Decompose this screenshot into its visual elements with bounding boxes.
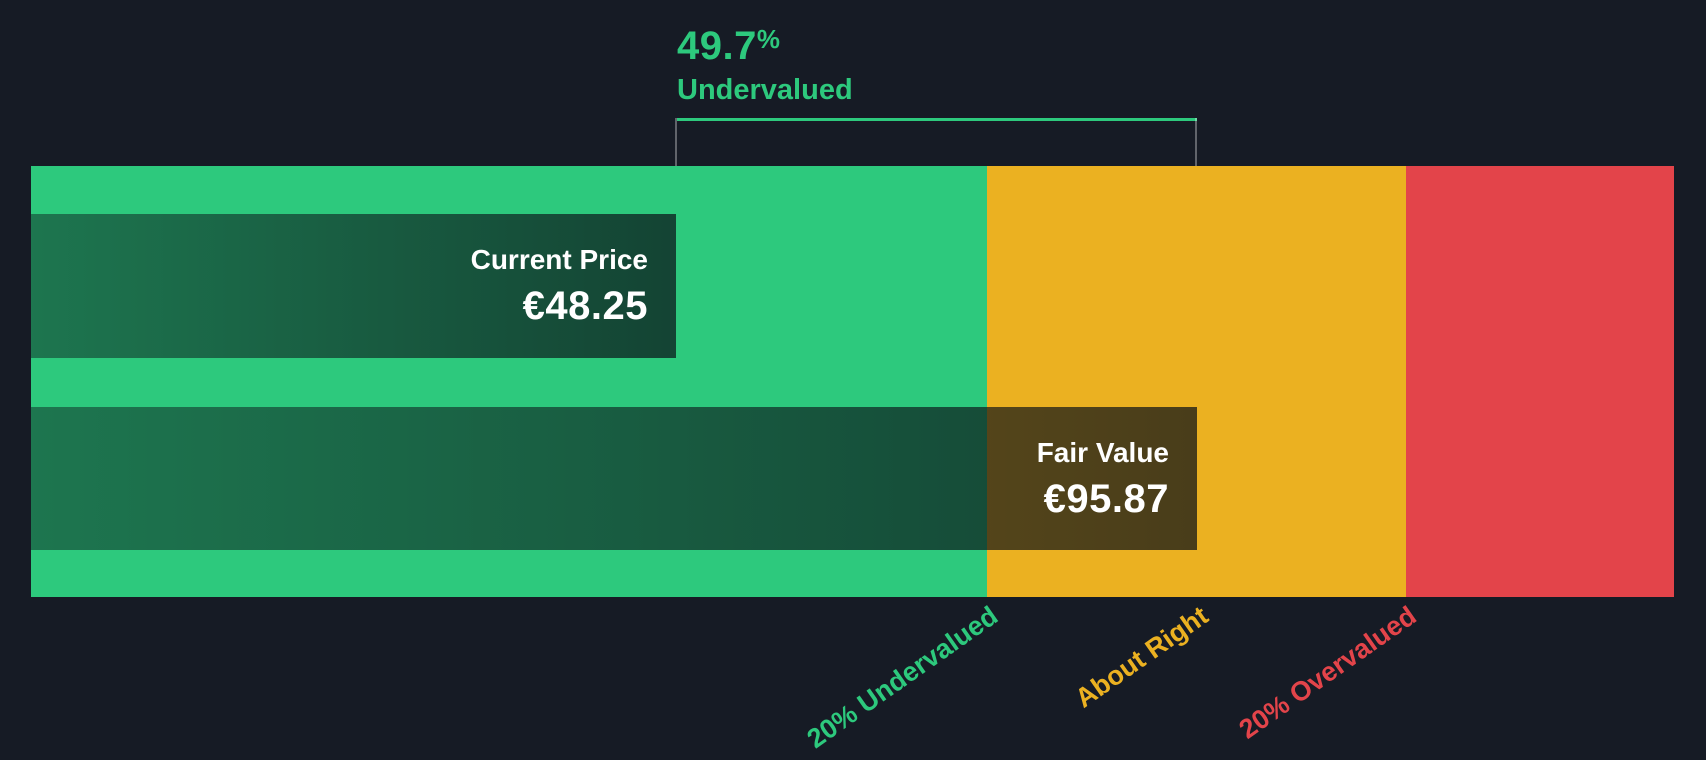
discount-percentage: 49.7% (677, 26, 853, 66)
axis-label-about-right: About Right (1069, 600, 1214, 714)
current-price-label: Current Price (470, 244, 648, 275)
percent-sign: % (756, 24, 781, 54)
current-price-bar: Current Price €48.25 (31, 214, 676, 358)
fair-value-bar: Fair Value €95.87 (31, 407, 1197, 550)
discount-label: Undervalued (677, 74, 853, 106)
comparison-bracket-line (677, 118, 1197, 121)
axis-label-undervalued: 20% Undervalued (801, 600, 1004, 755)
valuation-gauge: Current Price €48.25 Fair Value €95.87 (31, 166, 1674, 597)
zone-overvalued (1406, 166, 1674, 597)
header-block: 49.7% Undervalued (677, 26, 853, 105)
fair-value-label: Fair Value (1036, 436, 1169, 468)
axis-label-overvalued: 20% Overvalued (1233, 600, 1423, 745)
fair-value-value: €95.87 (1043, 476, 1169, 521)
discount-percentage-value: 49.7 (677, 24, 757, 68)
current-price-value: €48.25 (522, 284, 648, 328)
